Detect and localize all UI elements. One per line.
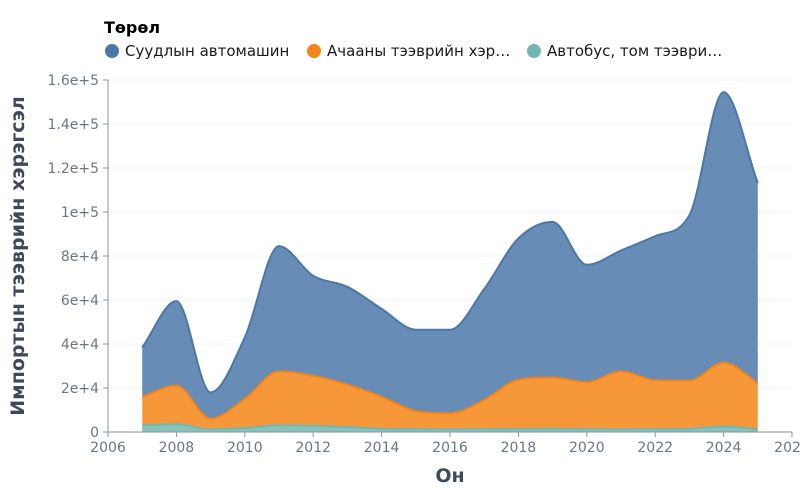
x-tick-label: 2006 [90, 440, 126, 456]
y-axis-title: Импортын тээврийн хэрэгсэл [7, 96, 29, 415]
legend-swatch [527, 44, 541, 58]
legend-label: Ачааны тээврийн хэр… [327, 42, 510, 60]
x-tick-label: 2022 [637, 440, 673, 456]
area-series-line-f58518 [141, 361, 759, 420]
area-series-f58518 [142, 362, 758, 430]
x-tick-label: 2026 [774, 440, 800, 456]
x-tick-label: 2024 [706, 440, 742, 456]
x-tick-label: 2012 [295, 440, 331, 456]
y-tick-label: 1.4e+5 [47, 117, 99, 133]
y-tick-label: 0 [90, 425, 99, 441]
legend-item: Автобус, том тээври… [527, 42, 722, 60]
y-tick-label: 8e+4 [61, 249, 99, 265]
area-series-4c78a8 [142, 92, 758, 419]
legend: Төрөл Суудлын автомашин Ачааны тээврийн х… [104, 18, 722, 60]
area-series-line-4c78a8 [141, 91, 759, 394]
y-tick-label: 1e+5 [61, 205, 99, 221]
y-tick-label: 1.6e+5 [47, 73, 99, 89]
area-series-line-72b7b2 [142, 423, 758, 431]
legend-title: Төрөл [104, 18, 160, 37]
x-tick-label: 2020 [569, 440, 605, 456]
y-tick-label: 1.2e+5 [47, 161, 99, 177]
x-tick-label: 2008 [159, 440, 195, 456]
area-series-group [141, 91, 759, 432]
x-tick-label: 2018 [501, 440, 537, 456]
y-tick-label: 6e+4 [61, 293, 99, 309]
legend-label: Автобус, том тээври… [547, 42, 722, 60]
legend-label: Суудлын автомашин [125, 42, 289, 60]
y-tick-label: 4e+4 [61, 337, 99, 353]
x-tick-label: 2016 [432, 440, 468, 456]
y-tick-label: 2e+4 [61, 381, 99, 397]
legend-swatch [105, 44, 119, 58]
tick-labels: 2006 2008 2010 2012 2014 2016 2018 2020 2022 2024… [47, 73, 800, 456]
legend-item: Ачааны тээврийн хэр… [307, 42, 510, 60]
gridlines [108, 79, 792, 389]
legend-swatch [307, 44, 321, 58]
legend-item: Суудлын автомашин [105, 42, 289, 60]
x-tick-label: 2014 [364, 440, 400, 456]
x-tick-label: 2010 [227, 440, 263, 456]
x-axis-title: Он [435, 465, 464, 487]
